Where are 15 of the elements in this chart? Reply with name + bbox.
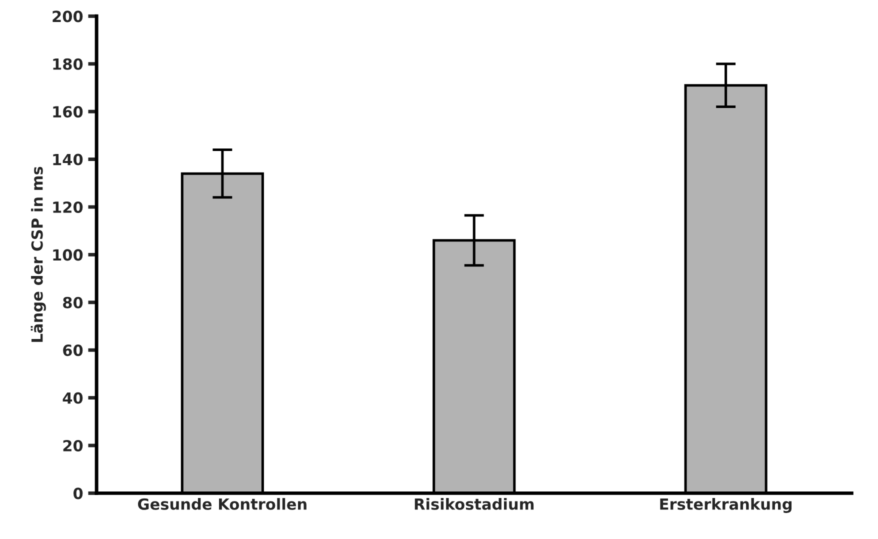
y-tick-label: 120 bbox=[53, 201, 83, 213]
y-tick-label: 60 bbox=[63, 344, 83, 356]
x-tick-label: Risikostadium bbox=[414, 498, 534, 510]
y-tick-label: 160 bbox=[53, 106, 83, 118]
y-tick-label: 80 bbox=[63, 296, 83, 308]
y-tick-label: 140 bbox=[53, 154, 83, 166]
y-tick-label: 180 bbox=[53, 58, 83, 70]
y-tick-label: 20 bbox=[63, 440, 83, 452]
y-tick-label: 200 bbox=[52, 10, 83, 22]
y-tick-label: 0 bbox=[73, 488, 83, 500]
y-axis-title: Länge der CSP in ms bbox=[30, 166, 46, 342]
y-tick-label: 40 bbox=[62, 392, 83, 404]
x-tick-label: Gesunde Kontrollen bbox=[138, 498, 306, 510]
y-tick-label: 100 bbox=[53, 249, 83, 261]
x-tick-label: Ersterkrankung bbox=[660, 498, 792, 513]
